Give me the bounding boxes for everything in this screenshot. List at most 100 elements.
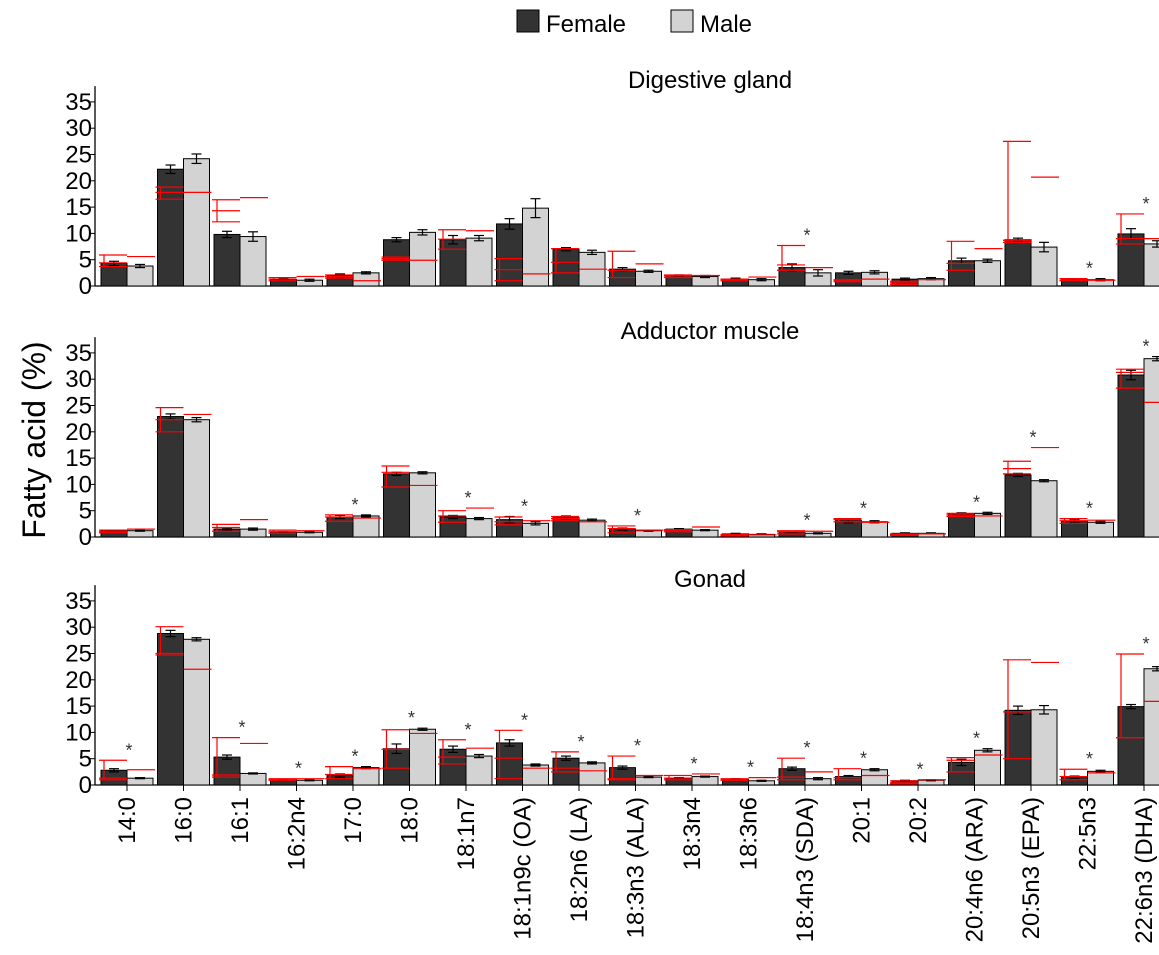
bar-male [1030, 709, 1058, 786]
bar-male [974, 260, 1001, 287]
y-tick-label: 30 [65, 614, 92, 641]
bar-female [496, 223, 523, 287]
bar-male [635, 776, 662, 786]
significance-star: * [634, 506, 641, 526]
y-tick-label: 0 [79, 273, 92, 300]
x-tick-label: 18:0 [397, 797, 424, 844]
y-tick-label: 5 [79, 247, 92, 274]
x-tick-label: 18:3n3 (ALA) [623, 797, 650, 938]
y-tick-label: 10 [65, 471, 92, 498]
y-tick-label: 0 [79, 772, 92, 799]
bar-female [326, 516, 354, 538]
bar-male [691, 776, 719, 786]
significance-star: * [1142, 634, 1149, 654]
y-tick-label: 5 [79, 498, 92, 525]
y-tick-label: 35 [65, 340, 92, 367]
significance-star: * [803, 511, 810, 531]
bar-male [861, 769, 888, 786]
y-tick-label: 25 [65, 142, 92, 169]
x-tick-label: 20:5n3 (EPA) [1018, 797, 1045, 939]
bar-male [1030, 246, 1058, 287]
significance-star: * [125, 740, 132, 760]
bar-male [409, 231, 436, 287]
significance-star: * [1086, 499, 1093, 519]
x-tick-label: 18:4n3 (SDA) [792, 797, 819, 942]
bar-female [948, 260, 975, 287]
significance-star: * [916, 760, 923, 780]
panel-title: Digestive gland [628, 67, 792, 94]
significance-star: * [1142, 337, 1149, 357]
bar-male [352, 272, 380, 287]
bar-female [1117, 233, 1145, 287]
bar-male [974, 749, 1001, 786]
y-tick-label: 15 [65, 693, 92, 720]
bar-male [239, 772, 267, 786]
bar-female [383, 473, 410, 538]
bar-male [861, 521, 888, 538]
x-tick-label: 18:2n6 (LA) [566, 797, 593, 922]
y-tick-label: 25 [65, 641, 92, 668]
bar-female [1117, 706, 1145, 786]
bar-female [496, 742, 523, 786]
bar-male [239, 236, 267, 287]
bar-male [465, 237, 493, 287]
y-tick-label: 10 [65, 220, 92, 247]
bar-female [1117, 374, 1145, 538]
bar-female [157, 416, 184, 538]
bar-female [383, 748, 410, 786]
bar-female [1004, 474, 1032, 538]
y-tick-label: 30 [65, 366, 92, 393]
y-tick-label: 20 [65, 667, 92, 694]
significance-star: * [1142, 194, 1149, 214]
significance-star: * [408, 708, 415, 728]
bar-male [578, 519, 606, 538]
x-tick-label: 18:1n7 [453, 797, 480, 870]
legend-label-male: Male [700, 11, 752, 38]
x-tick-label: 17:0 [340, 797, 367, 844]
x-tick-label: 20:2 [905, 797, 932, 844]
significance-star: * [351, 495, 358, 515]
bar-male [352, 515, 380, 538]
x-tick-label: 20:1 [849, 797, 876, 844]
significance-star: * [803, 738, 810, 758]
significance-star: * [634, 736, 641, 756]
bar-female [948, 513, 975, 538]
bar-male [183, 419, 210, 538]
x-tick-label: 20:4n6 (ARA) [962, 797, 989, 942]
x-tick-label: 22:6n3 (DHA) [1131, 797, 1158, 944]
bar-male [465, 518, 493, 538]
bar-female [439, 748, 467, 786]
bar-male [974, 512, 1001, 538]
y-tick-label: 15 [65, 194, 92, 221]
x-tick-label: 14:0 [114, 797, 141, 844]
x-axis-tick-labels: 14:0 16:0 16:1 16:2n4 17:0 18:0 18:1n7 18:1n9c … [114, 785, 1158, 944]
y-tick-label: 35 [65, 89, 92, 116]
x-tick-label: 18:3n4 [679, 797, 706, 870]
y-tick-label: 25 [65, 393, 92, 420]
x-tick-label: 16:0 [171, 797, 198, 844]
significance-star: * [860, 499, 867, 519]
y-tick-label: 20 [65, 419, 92, 446]
y-tick-label: 15 [65, 445, 92, 472]
y-tick-label: 10 [65, 719, 92, 746]
legend-swatch-female [516, 9, 540, 33]
y-tick-label: 5 [79, 746, 92, 773]
bar-female [552, 248, 580, 287]
bar-male [1143, 668, 1159, 786]
significance-star: * [1086, 749, 1093, 769]
legend-swatch-male [670, 9, 694, 33]
significance-star: * [238, 718, 245, 738]
x-tick-label: 18:3n6 [736, 797, 763, 870]
bar-male [1143, 243, 1159, 287]
panel-title: Gonad [674, 566, 746, 593]
bar-male [409, 728, 436, 786]
y-tick-label: 20 [65, 168, 92, 195]
bar-female [1004, 239, 1032, 287]
significance-star: * [860, 749, 867, 769]
bar-male [465, 755, 493, 786]
significance-star: * [351, 747, 358, 767]
bar-male [578, 762, 606, 786]
y-tick-label: 0 [79, 524, 92, 551]
y-axis-title: Fatty acid (%) [16, 341, 52, 538]
bar-male [183, 158, 210, 287]
